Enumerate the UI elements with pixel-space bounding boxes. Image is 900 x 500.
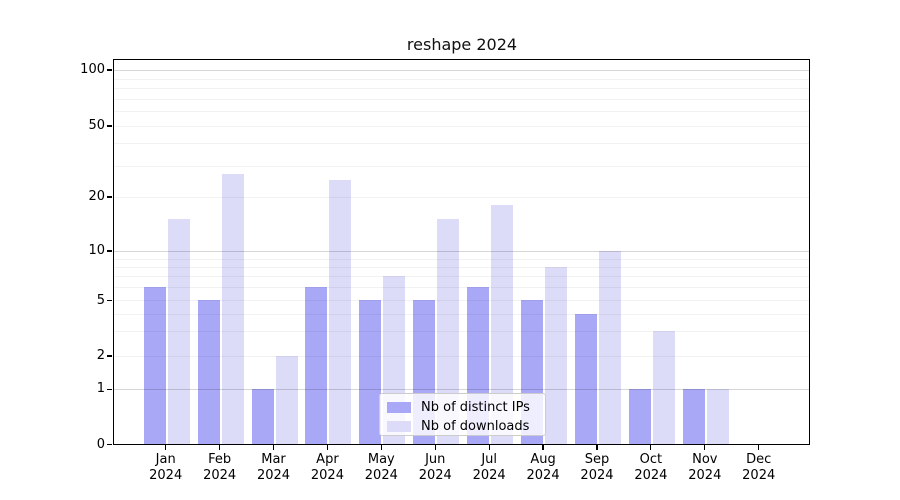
gridline-minor [113, 314, 810, 315]
gridline-minor [113, 143, 810, 145]
x-tick-label: Apr 2024 [310, 451, 344, 484]
x-tick-mark [326, 445, 329, 450]
gridline-minor [113, 125, 810, 127]
legend-swatch-downloads [387, 421, 411, 432]
x-tick-label: Mar 2024 [256, 451, 291, 484]
bar-downloads [545, 266, 568, 444]
bar-distinct-ips [574, 314, 597, 444]
gridline-minor [113, 266, 810, 268]
x-tick-mark [596, 445, 598, 450]
x-tick-mark [704, 445, 706, 450]
y-tick-mark [107, 125, 113, 127]
gridline-minor [113, 258, 810, 260]
bar-distinct-ips [143, 287, 166, 444]
bar-downloads [437, 219, 460, 444]
y-tick-mark [107, 250, 113, 252]
y-tick-mark [107, 388, 113, 390]
gridline-minor [113, 331, 810, 333]
gridline-minor [113, 98, 810, 100]
bar-downloads [652, 331, 675, 444]
x-tick-label: Jan 2024 [149, 451, 183, 484]
x-tick-mark [542, 445, 544, 450]
gridline-minor [113, 355, 810, 357]
legend: Nb of distinct IPs Nb of downloads [379, 393, 546, 436]
gridline-minor [113, 165, 810, 167]
gridline-major [113, 250, 810, 252]
bar-distinct-ips [197, 300, 220, 444]
y-tick-mark [107, 69, 113, 71]
bar-downloads [167, 219, 190, 444]
legend-label-downloads: Nb of downloads [421, 419, 530, 434]
gridline-major [113, 389, 810, 391]
legend-label-distinct-ips: Nb of distinct IPs [421, 400, 530, 415]
y-tick-label: 100 [80, 62, 105, 77]
gridline-minor [113, 78, 810, 80]
y-tick-label: 5 [96, 292, 105, 308]
gridline-minor [113, 88, 810, 90]
gridline-major [113, 69, 810, 71]
bar-downloads [598, 250, 621, 444]
bar-downloads [275, 355, 298, 444]
x-tick-mark [758, 445, 760, 450]
y-tick-label: 20 [88, 189, 105, 204]
x-tick-label: Jul 2024 [472, 451, 506, 484]
y-tick-label: 0 [96, 436, 105, 452]
x-tick-mark [165, 445, 167, 450]
x-tick-label: Aug 2024 [526, 451, 560, 484]
bar-distinct-ips [682, 389, 705, 444]
y-tick-mark [107, 355, 113, 357]
x-tick-label: Jun 2024 [418, 451, 452, 484]
x-tick-mark [434, 445, 436, 450]
y-tick-mark [107, 444, 113, 446]
gridline-minor [113, 300, 810, 302]
x-tick-mark [488, 445, 490, 450]
gridline-minor [113, 287, 810, 289]
x-tick-label: May 2024 [364, 451, 398, 484]
legend-item-downloads: Nb of downloads [387, 417, 545, 436]
bar-distinct-ips [628, 389, 651, 444]
bar-downloads [329, 179, 352, 444]
bar-downloads [706, 389, 729, 444]
x-tick-mark [650, 445, 652, 450]
legend-swatch-distinct-ips [387, 402, 411, 413]
bar-downloads [221, 173, 244, 444]
y-tick-label: 1 [96, 381, 105, 397]
gridline-minor [113, 276, 810, 278]
x-tick-label: Nov 2024 [688, 451, 722, 484]
gridline-minor [113, 196, 810, 198]
x-tick-mark [380, 445, 382, 450]
y-tick-label: 10 [88, 243, 105, 258]
bar-distinct-ips [305, 287, 328, 444]
y-tick-label: 2 [96, 348, 105, 363]
x-tick-label: Oct 2024 [634, 451, 668, 484]
plot-area [112, 59, 811, 445]
bar-distinct-ips [251, 389, 274, 444]
bar-distinct-ips [359, 300, 382, 444]
y-tick-mark [107, 299, 113, 302]
x-tick-mark [272, 445, 275, 450]
x-tick-label: Feb 2024 [203, 451, 237, 484]
y-tick-label: 50 [88, 118, 105, 133]
x-tick-label: Sep 2024 [580, 451, 614, 484]
legend-item-distinct-ips: Nb of distinct IPs [387, 398, 545, 417]
gridline-minor [113, 111, 810, 113]
y-tick-mark [107, 196, 113, 198]
x-tick-label: Dec 2024 [742, 451, 776, 484]
x-tick-mark [219, 445, 221, 450]
chart-title: reshape 2024 [406, 35, 518, 54]
bar-downloads [491, 205, 514, 444]
